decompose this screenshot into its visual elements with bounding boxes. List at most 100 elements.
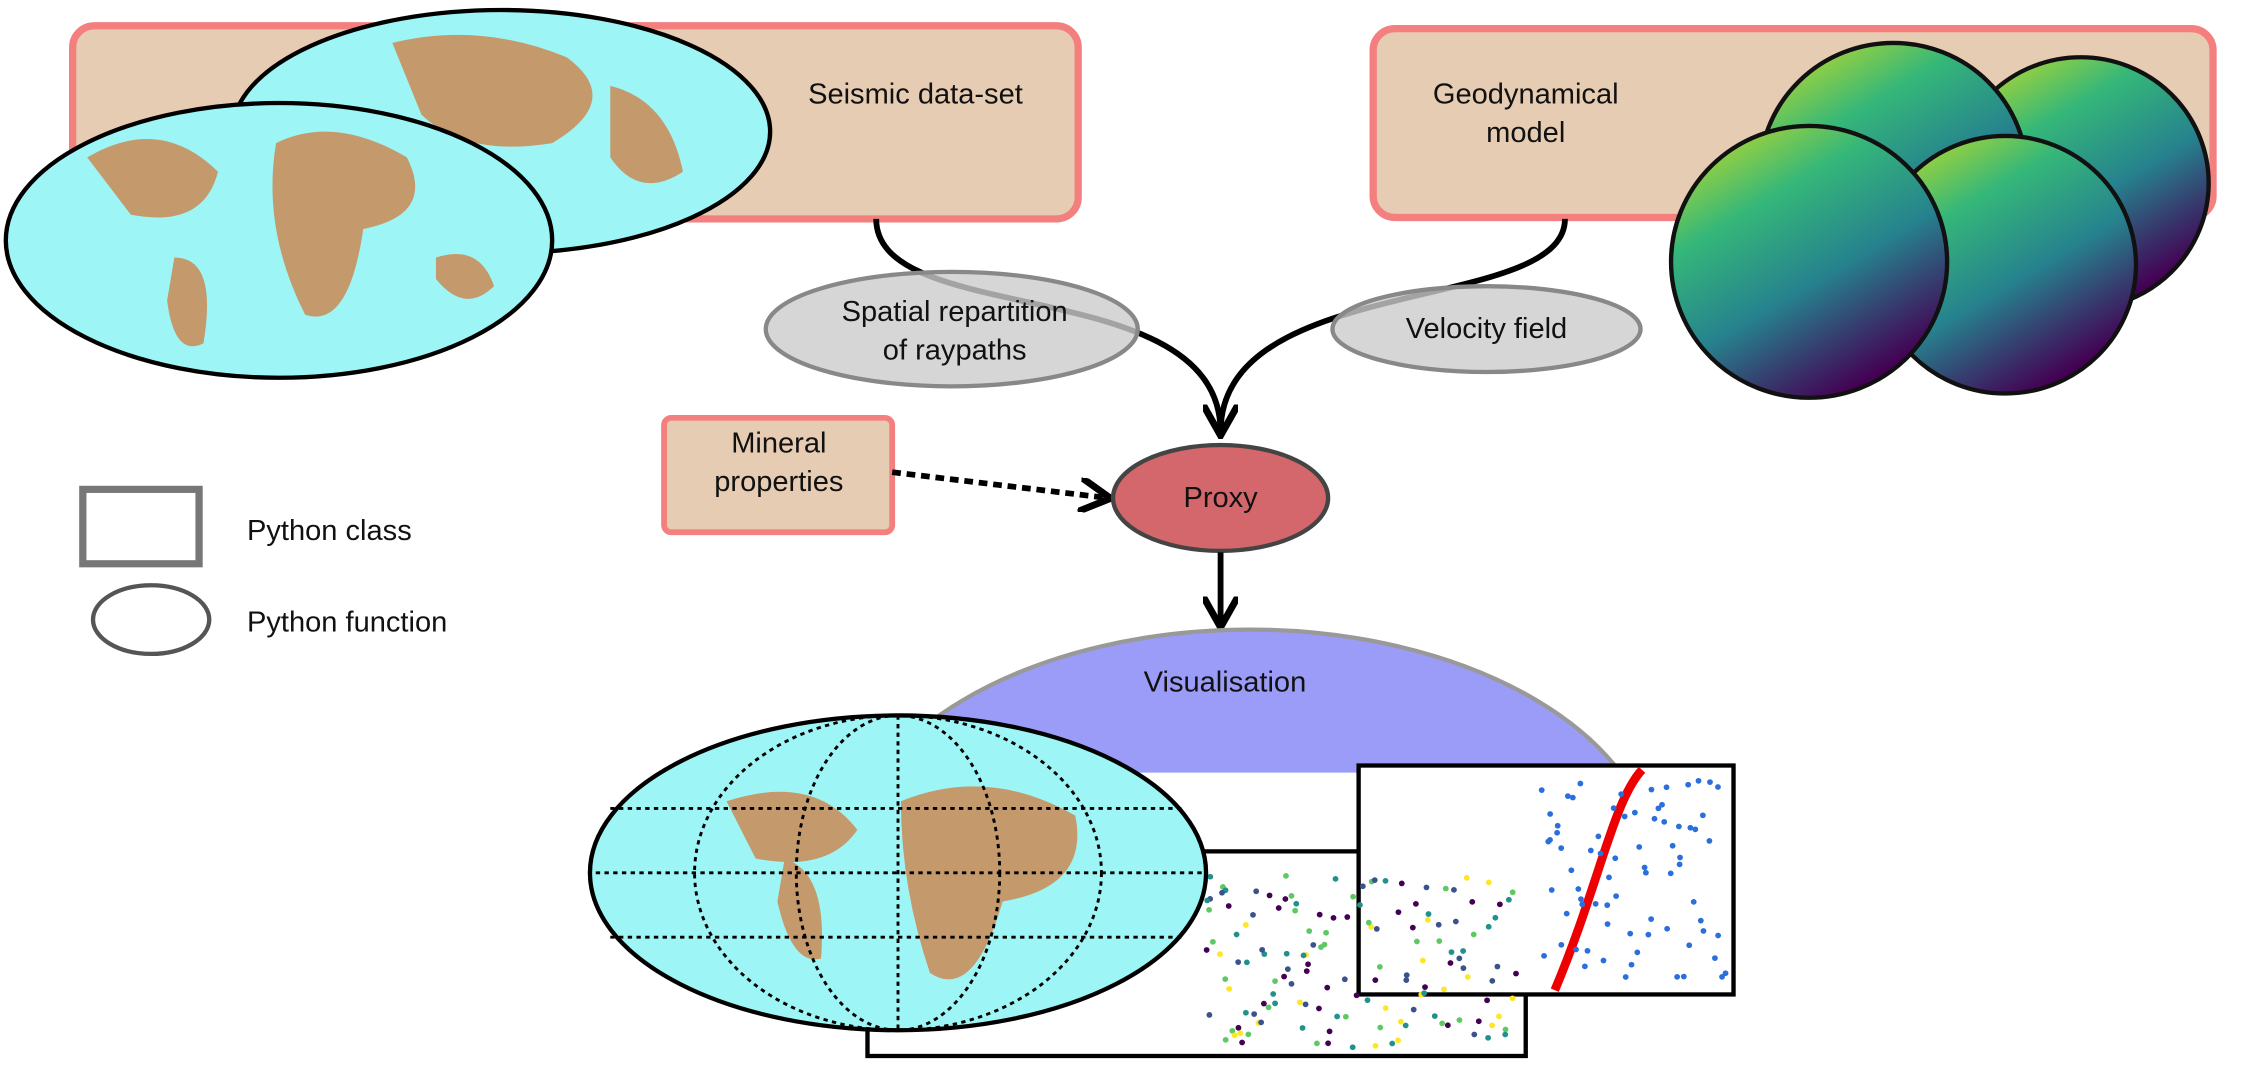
node-label: Geodynamical <box>1433 79 1619 111</box>
decor-dot <box>1464 974 1471 980</box>
decor-dot <box>1573 946 1579 953</box>
decor-dot <box>1631 809 1638 816</box>
decor-dot <box>1316 1005 1322 1012</box>
decor-dot <box>1382 1005 1389 1011</box>
decor-dot <box>1645 931 1652 938</box>
decor-dot <box>1651 815 1658 822</box>
node-label: Proxy <box>1183 482 1258 514</box>
decor-dot <box>1456 955 1463 962</box>
decor-dot <box>1245 1031 1252 1038</box>
decor-dot <box>1538 787 1545 793</box>
decor-dot <box>1663 784 1670 791</box>
decor-dot <box>1618 791 1625 797</box>
decor-dot <box>1372 1042 1379 1049</box>
decor-dot <box>1398 1018 1404 1025</box>
decor-dot <box>1395 1037 1402 1044</box>
decor-dot <box>1484 997 1490 1004</box>
decor-dot <box>1655 805 1662 812</box>
decor-dot <box>1242 922 1249 928</box>
decor-dot <box>1206 1012 1213 1018</box>
decor-dot <box>1439 1020 1446 1027</box>
decor-dot <box>1690 899 1697 905</box>
decor-dot <box>1492 914 1499 921</box>
node-label: model <box>1486 117 1565 149</box>
decor-dot <box>1700 928 1707 934</box>
decor-dot <box>1664 925 1671 932</box>
decor-dot <box>1564 793 1571 799</box>
decor-dot <box>1305 961 1311 968</box>
decor-dot <box>1288 893 1295 899</box>
decor-dot <box>1235 959 1242 965</box>
decor-dot <box>1489 978 1496 984</box>
decor-dot <box>1686 942 1693 949</box>
decor-dot <box>1357 902 1363 908</box>
sphere-illustration <box>1668 40 2211 400</box>
legend-label: Python function <box>247 607 447 639</box>
decor-dot <box>1318 944 1324 950</box>
decor-dot <box>1330 915 1337 921</box>
decor-dot <box>1722 970 1729 977</box>
decor-dot <box>1250 912 1256 918</box>
decor-dot <box>1334 1013 1341 1020</box>
decor-dot <box>1597 850 1604 857</box>
decor-dot <box>1475 1018 1482 1025</box>
node-label: Spatial repartition <box>842 296 1068 328</box>
decor-dot <box>1659 801 1665 808</box>
decor-dot <box>1419 957 1426 964</box>
decor-dot <box>1675 823 1682 830</box>
decor-dot <box>1306 928 1313 934</box>
decor-dot <box>1715 784 1721 790</box>
decor-dot <box>1677 854 1683 861</box>
decor-dot <box>1456 1017 1463 1023</box>
decor-dot <box>1259 946 1266 953</box>
node-label: of raypaths <box>883 335 1027 367</box>
decor-dot <box>1265 1004 1272 1011</box>
decor-dot <box>1441 986 1447 993</box>
decor-dot <box>1229 1027 1236 1034</box>
decor-dot <box>1489 1022 1496 1029</box>
decor-dot <box>1463 874 1470 881</box>
decor-dot <box>1712 955 1718 961</box>
decor-dot <box>1676 861 1683 868</box>
decor-dot <box>1237 1030 1244 1036</box>
decor-dot <box>1225 903 1232 909</box>
decor-dot <box>1222 1036 1229 1043</box>
decor-dot <box>1627 930 1634 937</box>
decor-dot <box>1206 907 1213 913</box>
decor-dot <box>1578 896 1584 903</box>
function-ellipse <box>1110 442 1331 554</box>
decor-dot <box>1398 880 1405 887</box>
decor-dot <box>1692 826 1699 833</box>
function-ellipse <box>876 627 1624 773</box>
decor-dot <box>1233 931 1240 938</box>
function-ellipse <box>1330 284 1643 375</box>
decor-dot <box>1577 780 1584 787</box>
decor-dot <box>1226 986 1233 992</box>
decor-dot <box>1674 973 1681 980</box>
decor-dot <box>1272 978 1278 985</box>
decor-dot <box>1207 873 1214 880</box>
decor-dot <box>1699 812 1706 819</box>
decor-dot <box>1715 932 1722 939</box>
decor-dot <box>1667 870 1674 877</box>
decor-dot <box>1447 960 1454 966</box>
decor-dot <box>1431 1013 1438 1019</box>
decor-dot <box>1494 963 1501 970</box>
decor-dot <box>1636 844 1643 850</box>
decor-dot <box>1272 1000 1278 1007</box>
decor-dot <box>1413 938 1420 945</box>
decor-dot <box>1266 892 1273 899</box>
decor-dot <box>1231 1032 1238 1039</box>
decor-dot <box>1326 1028 1333 1035</box>
decor-dot <box>1235 1024 1242 1031</box>
decor-dot <box>1412 901 1419 907</box>
decor-dot <box>1282 896 1289 902</box>
decor-dot <box>1435 921 1442 928</box>
decor-dot <box>1680 973 1687 980</box>
node-label: Mineral <box>731 428 826 460</box>
decor-dot <box>1410 1006 1417 1013</box>
decor-dot <box>1425 911 1432 917</box>
decor-dot <box>1341 976 1348 983</box>
decor-dot <box>1707 779 1713 785</box>
decor-dot <box>1243 959 1250 966</box>
